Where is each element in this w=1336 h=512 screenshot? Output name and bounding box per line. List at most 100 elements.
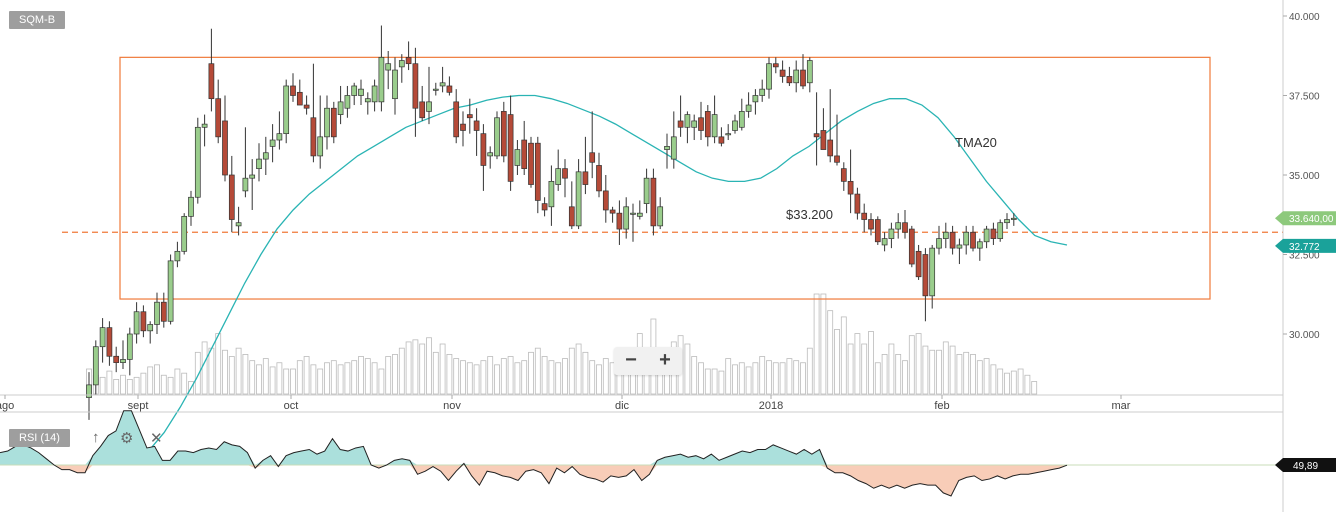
volume-bar [466, 362, 473, 395]
candle-body-down [310, 117, 317, 157]
candle [446, 76, 453, 96]
candle [711, 95, 718, 144]
ma-price-tag-shape [1275, 238, 1336, 253]
candle-body-up [371, 85, 378, 103]
candle-body-up [1004, 219, 1010, 224]
candle [188, 190, 194, 226]
candle [222, 95, 228, 182]
candle-body-up [956, 244, 963, 249]
volume-bar [752, 362, 759, 395]
volume-bar [738, 362, 745, 395]
volume-bar [949, 345, 956, 395]
candle [215, 79, 222, 144]
x-tick-label: feb [934, 400, 949, 412]
volume-bar [324, 362, 330, 395]
candle [650, 168, 657, 236]
close-icon[interactable]: ✕ [150, 430, 163, 447]
volume-bar [840, 316, 847, 395]
candle-body-up [942, 231, 949, 239]
volume-bar [732, 364, 738, 395]
candle-body-down [507, 114, 514, 182]
volume-bar [589, 360, 596, 395]
volume-bar [555, 362, 562, 395]
candle [228, 155, 235, 233]
candle-body-up [732, 120, 738, 131]
candle [133, 302, 140, 344]
candle [201, 114, 208, 147]
volume-bar [718, 370, 725, 395]
candle-body-up [643, 177, 650, 204]
volume-bar [392, 354, 398, 395]
candle-body-up [92, 346, 99, 386]
candle-body-up [86, 384, 92, 398]
candle-body-up [262, 152, 269, 160]
candle-body-up [684, 114, 691, 128]
candle [208, 28, 215, 112]
volume-bar [208, 347, 215, 395]
candle-body-up [283, 85, 290, 135]
volume-bar [385, 356, 392, 395]
candle-body-down [541, 203, 548, 211]
candle [317, 95, 324, 169]
candle [929, 244, 936, 309]
candle-body-down [473, 120, 480, 131]
indicator-badge[interactable]: RSI (14) [9, 429, 70, 447]
volume-bar [908, 335, 915, 395]
arrow-up-icon[interactable]: ↑ [92, 429, 100, 446]
candle [983, 225, 990, 249]
x-tick-label: mar [1112, 400, 1131, 412]
level-label: $33.200 [786, 207, 833, 222]
candle-body-down [215, 98, 222, 138]
candle [358, 79, 364, 106]
candle-body-down [915, 250, 922, 278]
volume-bar [813, 293, 820, 395]
zoom-out-button[interactable]: − [625, 349, 637, 371]
candles [86, 25, 1017, 420]
candle-body-down [718, 136, 725, 144]
candle-body-up [378, 56, 385, 103]
candle-body-down [460, 123, 466, 131]
volume-bar [983, 358, 990, 395]
volume-bar [772, 362, 779, 395]
rsi-line [0, 410, 1068, 497]
candle-body-down [419, 101, 426, 119]
candle [888, 222, 895, 249]
candle-body-up [711, 114, 718, 138]
y-tick-label: 35.000 [1289, 171, 1320, 182]
volume-bar [854, 333, 861, 395]
candle-body-down [534, 142, 541, 201]
candle-body-down [834, 155, 840, 163]
candle [140, 305, 147, 338]
volume-bar [562, 358, 568, 395]
ma-label: TMA20 [955, 135, 997, 150]
candle-body-down [208, 63, 215, 100]
symbol-badge[interactable]: SQM-B [9, 11, 66, 29]
candle-body-up [120, 359, 126, 363]
x-tick-label: dic [615, 400, 630, 412]
volume-bar [528, 351, 534, 395]
candle-body-up [201, 123, 208, 128]
volume-bar [351, 360, 358, 395]
candle-body-down [113, 355, 120, 363]
candle-body-up [99, 327, 106, 348]
volume-bar [154, 364, 160, 395]
candle [351, 82, 358, 106]
candle [371, 79, 378, 112]
gear-icon[interactable]: ⚙ [120, 430, 134, 447]
candle [684, 111, 691, 144]
volume-bar [147, 366, 154, 395]
candle-body-up [555, 168, 562, 185]
volume-bar [793, 360, 800, 395]
volume-bar [915, 333, 922, 395]
candle [766, 57, 772, 99]
candle [657, 197, 664, 230]
zoom-in-button[interactable]: + [659, 349, 671, 371]
volume-bar [745, 366, 752, 395]
candle [1004, 213, 1010, 230]
volume-bar [106, 370, 113, 395]
candle-body-up [398, 60, 405, 68]
candle-body-down [405, 56, 412, 65]
candle [439, 66, 446, 93]
candle [881, 232, 888, 252]
